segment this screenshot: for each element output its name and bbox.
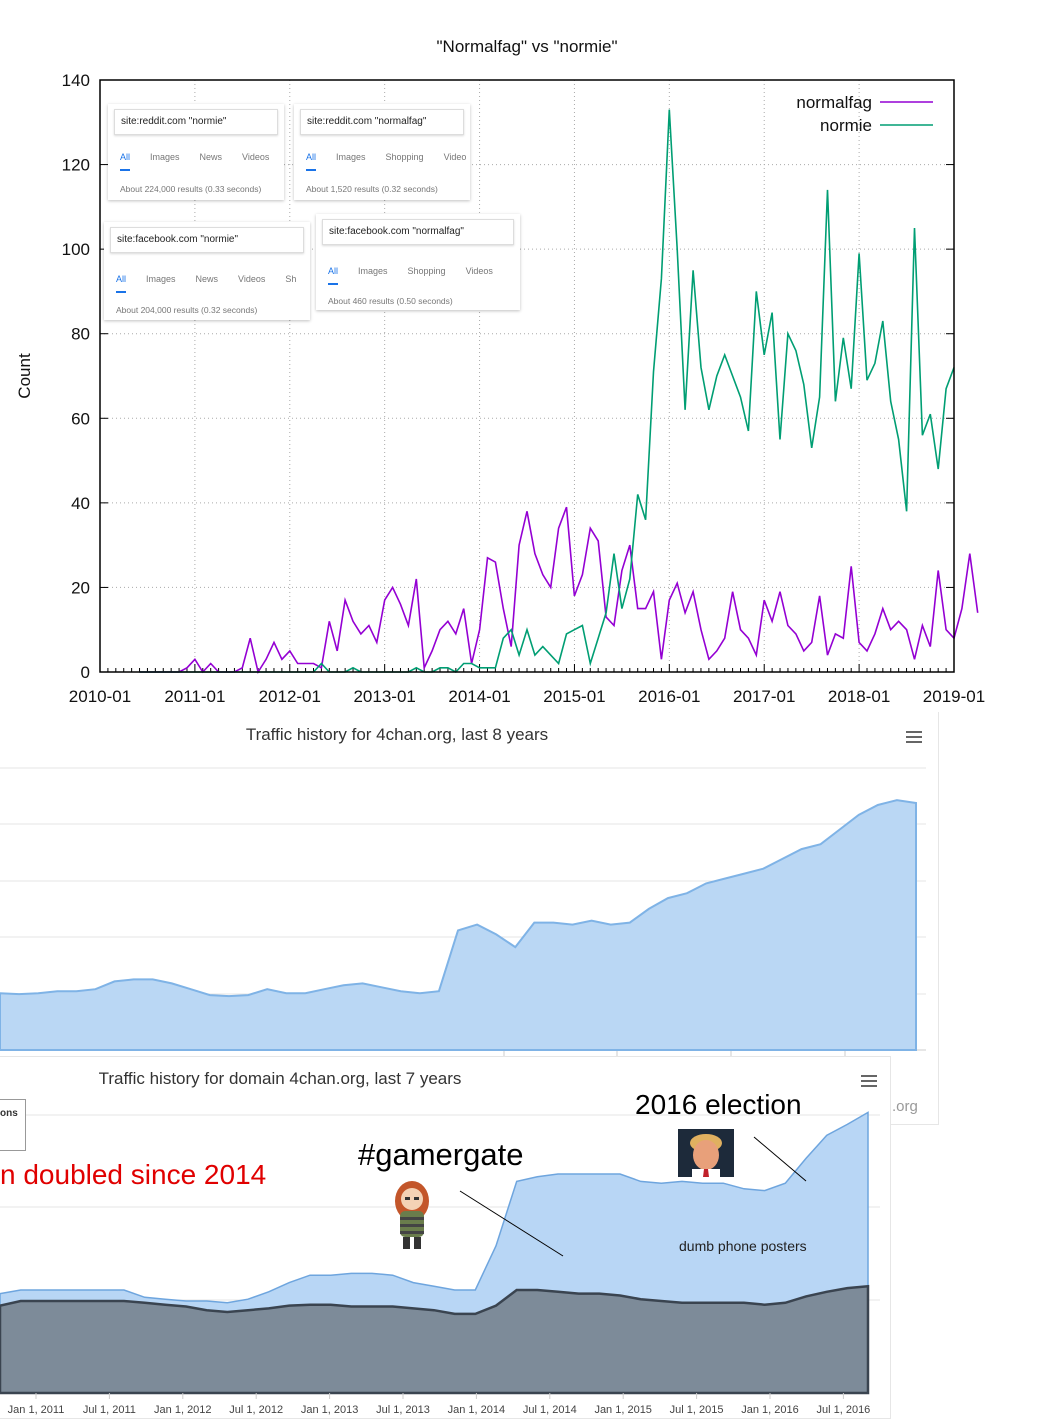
search-query[interactable]: site:reddit.com "normalfag"	[300, 109, 464, 135]
menu-icon[interactable]	[906, 731, 922, 746]
x-tick-label: 2016-01	[638, 687, 700, 706]
annotation-gamergate: #gamergate	[358, 1137, 524, 1172]
pointer-line-election	[753, 1136, 807, 1182]
search-results-count: About 224,000 results (0.33 seconds)	[120, 184, 262, 194]
x-tick-label: Jul 1, 2012	[229, 1404, 283, 1416]
x-tick-label: 2012-01	[259, 687, 321, 706]
search-tabs[interactable]: All Images News Videos Sh	[116, 274, 316, 293]
girl-avatar-icon	[395, 1181, 429, 1249]
search-results-count: About 1,520 results (0.32 seconds)	[306, 184, 438, 194]
annotation-election: 2016 election	[635, 1089, 802, 1120]
x-tick-label: 2014-01	[448, 687, 510, 706]
x-tick-label: Jan 1, 2012	[154, 1404, 212, 1416]
search-card-facebook-normie: site:facebook.com "normie" All Images News…	[104, 222, 310, 320]
x-tick-label: Jul 1, 2011	[83, 1404, 136, 1416]
x-tick-label: 2018-01	[828, 687, 890, 706]
traffic-area-base	[0, 1284, 870, 1395]
search-query[interactable]: site:facebook.com "normie"	[110, 227, 304, 253]
traffic-7yr-chart: Traffic history for domain 4chan.org, la…	[0, 1069, 880, 1416]
x-tick-label: Jul 1, 2014	[523, 1404, 577, 1416]
line-chart: "Normalfag" vs "normie" Count 0 20 40 60 80 1…	[15, 37, 985, 706]
x-tick-label: Jul 1, 2013	[376, 1404, 430, 1416]
y-tick-label: 60	[71, 409, 90, 428]
search-query[interactable]: site:reddit.com "normie"	[114, 109, 278, 135]
traffic-area	[0, 799, 917, 1051]
y-tick-label: 80	[71, 325, 90, 344]
series-line-normalfag	[139, 506, 979, 675]
y-tick-label: 100	[62, 240, 90, 259]
annotation-dumb-phone-posters: dumb phone posters	[679, 1238, 807, 1254]
x-tick-label: Jan 1, 2011	[8, 1404, 65, 1416]
x-tick-label: 2013-01	[353, 687, 415, 706]
y-tick-label: 120	[62, 156, 90, 175]
x-tick-label: 2010-01	[69, 687, 131, 706]
search-query[interactable]: site:facebook.com "normalfag"	[322, 219, 514, 245]
menu-icon[interactable]	[861, 1075, 877, 1090]
x-tick-label: Jan 1, 2015	[594, 1404, 652, 1416]
politician-photo-icon	[678, 1129, 734, 1177]
legend-label: normie	[820, 116, 872, 135]
legend-fragment: ons	[0, 1099, 26, 1151]
search-results-count: About 460 results (0.50 seconds)	[328, 296, 453, 306]
traffic-8yr-chart: Traffic history for 4chan.org, last 8 ye…	[0, 725, 926, 1058]
search-results-count: About 204,000 results (0.32 seconds)	[116, 305, 258, 315]
x-tick-label: 2011-01	[164, 687, 225, 706]
chart-title: Traffic history for domain 4chan.org, la…	[99, 1069, 462, 1088]
domain-suffix: .org	[892, 1098, 918, 1115]
search-tabs[interactable]: All Images Shopping Videos	[328, 266, 513, 285]
search-card-reddit-normie: site:reddit.com "normie" All Images News Vi…	[108, 104, 284, 200]
search-card-facebook-normalfag: site:facebook.com "normalfag" All Images S…	[316, 214, 520, 310]
legend-label: normalfag	[796, 93, 872, 112]
y-tick-label: 40	[71, 494, 90, 513]
chart-title: Traffic history for 4chan.org, last 8 ye…	[246, 725, 548, 744]
y-tick-label: 140	[62, 71, 90, 90]
x-tick-label: Jul 1, 2016	[816, 1404, 870, 1416]
pointer-line-gamergate	[459, 1190, 564, 1257]
x-tick-label: Jul 1, 2015	[670, 1404, 724, 1416]
plot-frame	[99, 79, 955, 673]
search-tabs[interactable]: All Images Shopping Video	[306, 152, 486, 171]
x-tick-label: Jan 1, 2013	[301, 1404, 359, 1416]
x-tick-label: 2015-01	[543, 687, 605, 706]
x-tick-label: 2019-01	[923, 687, 985, 706]
y-axis-label: Count	[15, 353, 34, 399]
x-tick-label: 2017-01	[733, 687, 795, 706]
search-card-reddit-normalfag: site:reddit.com "normalfag" All Images Sho…	[294, 104, 470, 200]
x-tick-label: Jan 1, 2016	[741, 1404, 799, 1416]
x-tick-label: Jan 1, 2014	[448, 1404, 506, 1416]
traffic-7yr-panel: Traffic history for domain 4chan.org, la…	[0, 1056, 891, 1419]
annotation-doubled: n doubled since 2014	[0, 1159, 267, 1190]
y-tick-label: 0	[81, 663, 90, 682]
y-tick-label: 20	[71, 578, 90, 597]
chart-title: "Normalfag" vs "normie"	[437, 37, 618, 56]
search-tabs[interactable]: All Images News Videos	[120, 152, 289, 171]
